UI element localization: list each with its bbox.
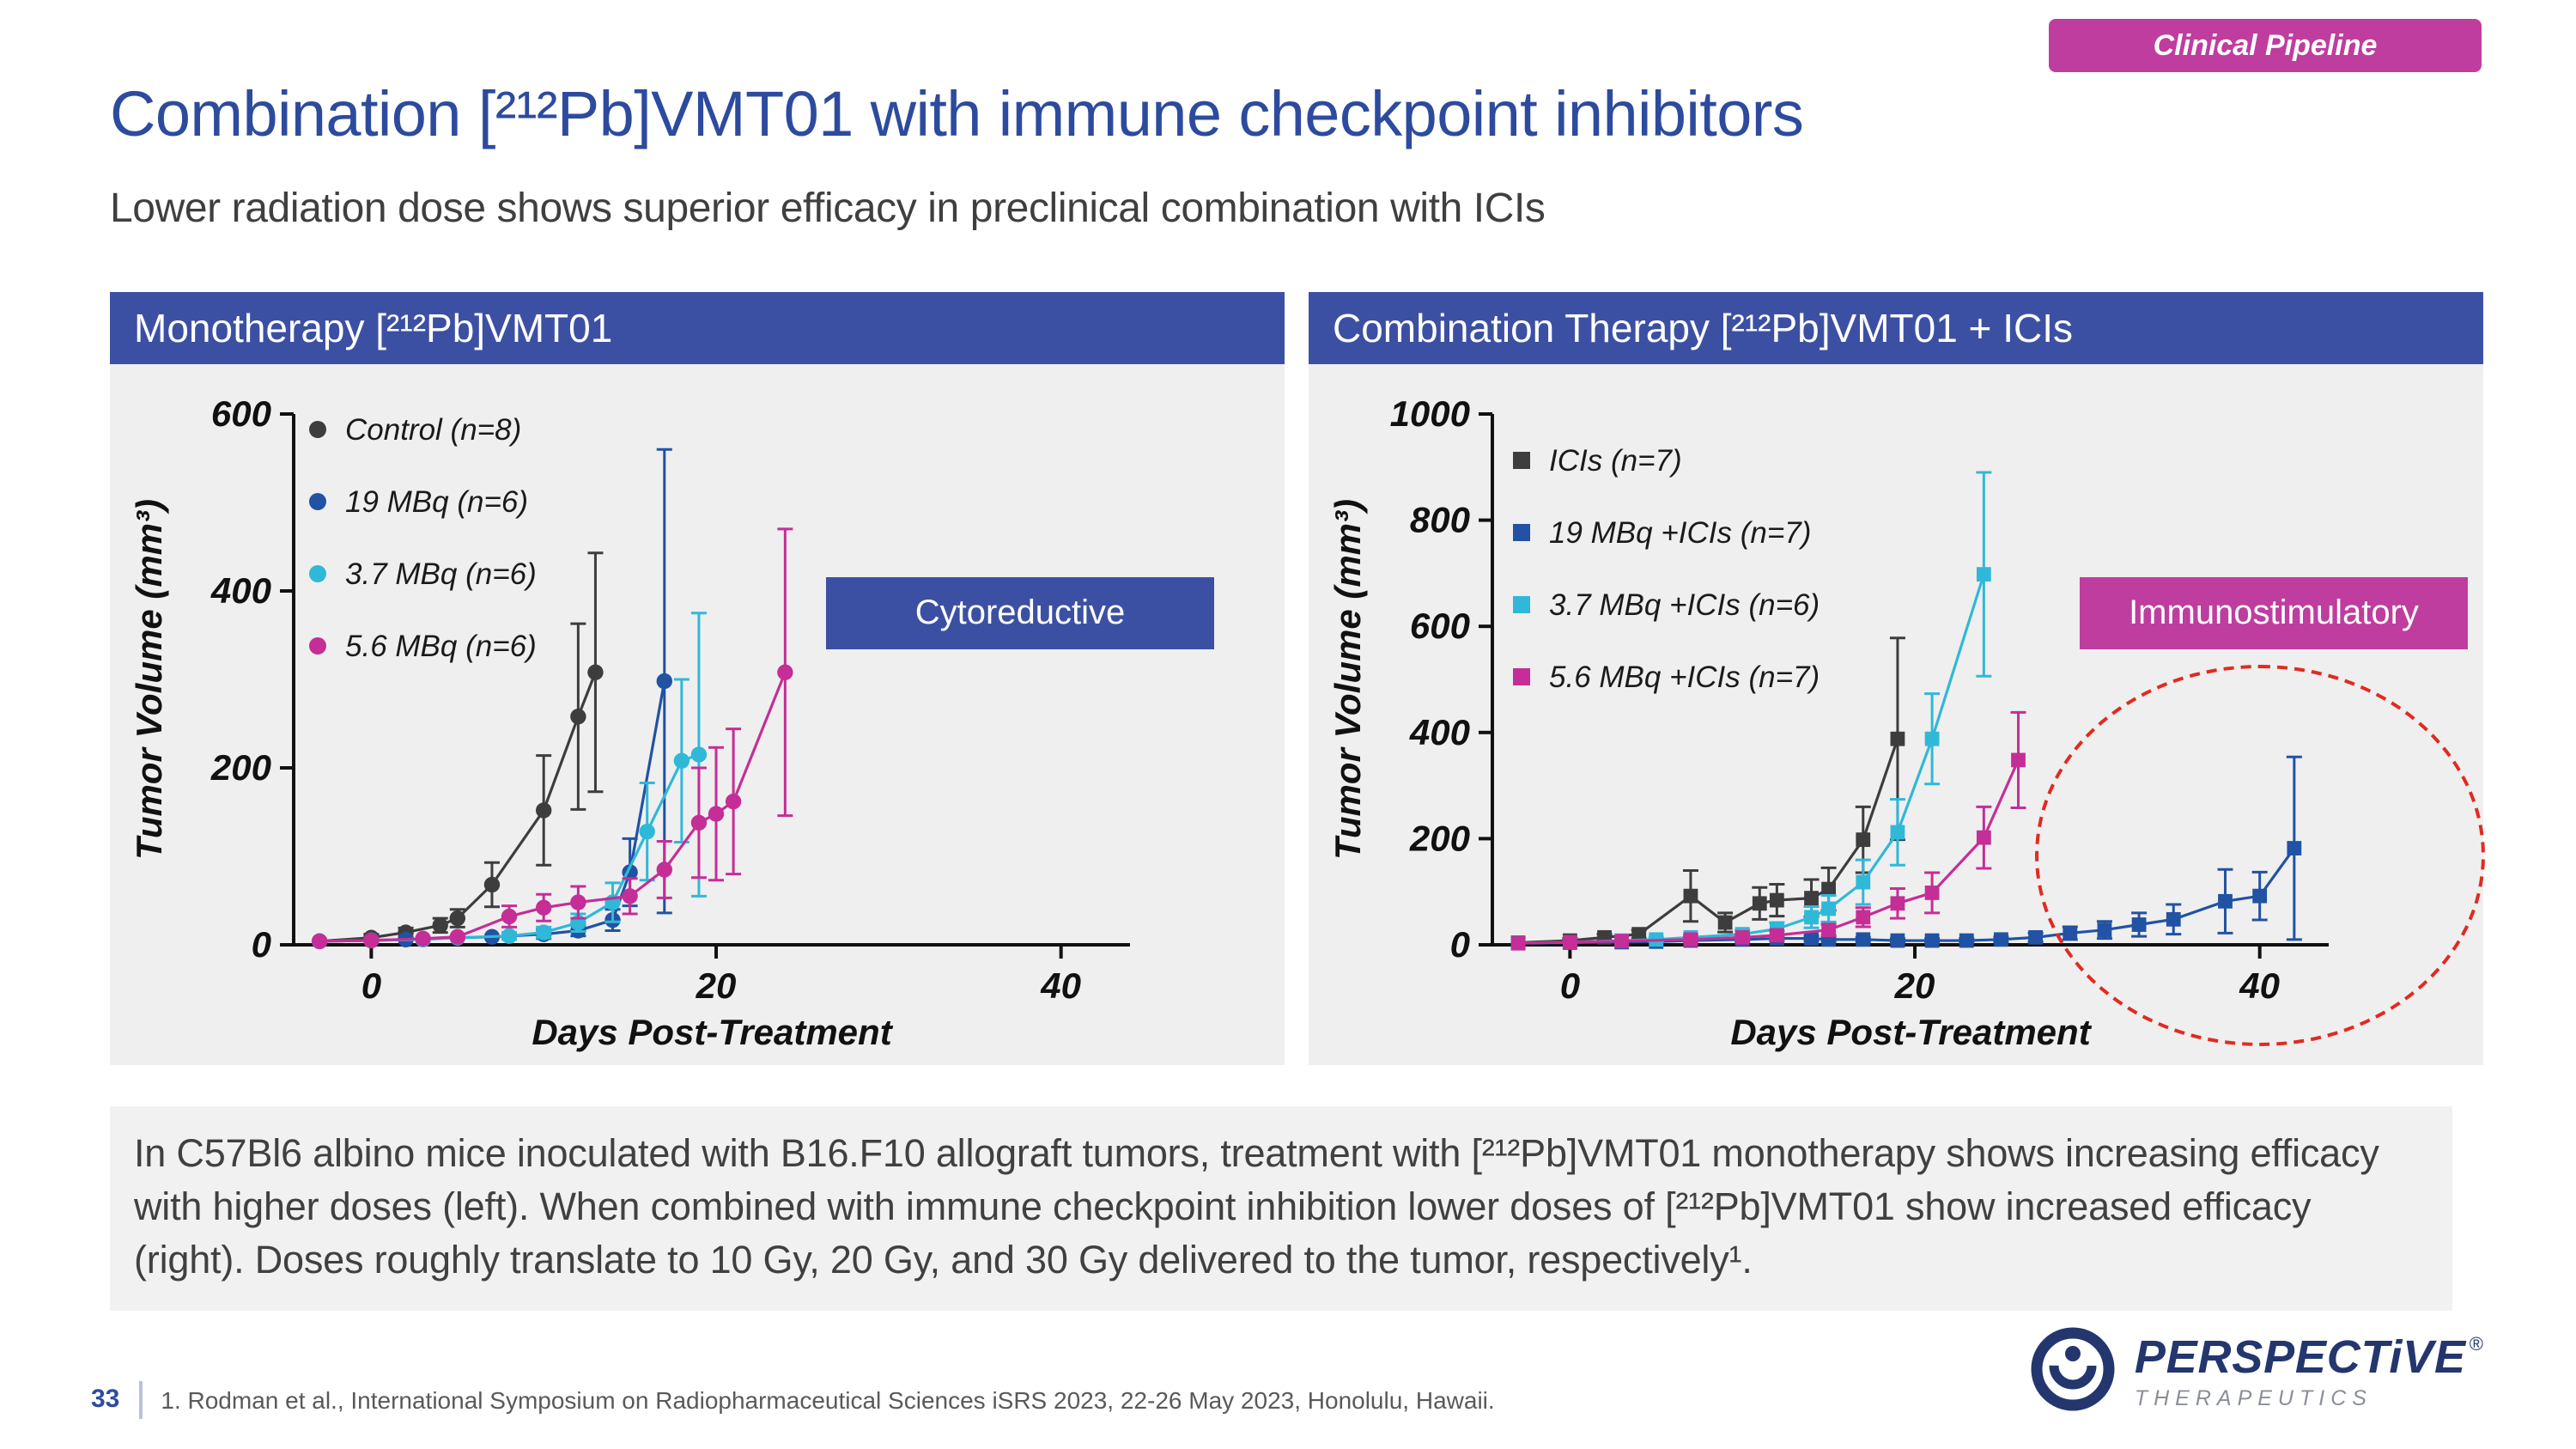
registered-mark: ®	[2469, 1335, 2483, 1356]
svg-text:1000: 1000	[1390, 393, 1470, 434]
svg-text:Days Post-Treatment: Days Post-Treatment	[532, 1012, 893, 1052]
perspective-logo: PERSPECTiVE ® THERAPEUTICS	[2028, 1324, 2483, 1422]
svg-text:Control (n=8): Control (n=8)	[345, 413, 521, 447]
brand-subname: THERAPEUTICS	[2134, 1386, 2372, 1411]
svg-text:20: 20	[696, 965, 737, 1006]
svg-text:0: 0	[252, 924, 271, 965]
panel-monotherapy: Monotherapy [²¹²Pb]VMT01 0 200 400 600 0 20 40…	[110, 292, 1285, 1065]
perspective-logo-icon	[2028, 1324, 2117, 1422]
perspective-wordmark: PERSPECTiVE ® THERAPEUTICS	[2134, 1331, 2483, 1411]
svg-text:19 MBq +ICIs (n=7): 19 MBq +ICIs (n=7)	[1549, 516, 1811, 550]
clinical-pipeline-badge: Clinical Pipeline	[2049, 19, 2482, 72]
svg-text:40: 40	[1040, 965, 1081, 1006]
svg-text:600: 600	[1410, 606, 1470, 646]
svg-text:0: 0	[1450, 924, 1470, 965]
chart-panels: Monotherapy [²¹²Pb]VMT01 0 200 400 600 0 20 40…	[110, 292, 2485, 1065]
svg-text:Tumor Volume (mm³): Tumor Volume (mm³)	[129, 499, 169, 860]
svg-text:0: 0	[1560, 965, 1580, 1006]
brand-name: PERSPECTiVE	[2134, 1331, 2466, 1384]
svg-text:Tumor Volume (mm³): Tumor Volume (mm³)	[1327, 499, 1368, 860]
page-number: 33	[91, 1385, 120, 1414]
svg-text:5.6 MBq (n=6): 5.6 MBq (n=6)	[345, 630, 537, 663]
citation-text: 1. Rodman et al., International Symposiu…	[161, 1385, 1495, 1413]
page-title: Combination [²¹²Pb]VMT01 with immune che…	[110, 79, 1804, 149]
svg-text:19 MBq (n=6): 19 MBq (n=6)	[345, 485, 528, 519]
svg-text:200: 200	[210, 747, 271, 788]
panel-monotherapy-header: Monotherapy [²¹²Pb]VMT01	[110, 292, 1285, 364]
svg-text:3.7 MBq +ICIs (n=6): 3.7 MBq +ICIs (n=6)	[1549, 588, 1820, 622]
monotherapy-chart: 0 200 400 600 0 20 40 Days Post-Treatment Tumor …	[110, 364, 1285, 1065]
combination-chart: 0 200 400 600 800 1000 0 20 40 Days Post-Treatmen…	[1309, 364, 2483, 1065]
footer: 33 1. Rodman et al., International Sympo…	[91, 1380, 1495, 1418]
svg-text:3.7 MBq (n=6): 3.7 MBq (n=6)	[345, 557, 537, 591]
svg-text:600: 600	[211, 393, 271, 434]
summary-text: In C57Bl6 albino mice inoculated with B1…	[110, 1106, 2452, 1312]
svg-text:Days Post-Treatment: Days Post-Treatment	[1730, 1012, 2092, 1052]
immunostimulatory-label: Immunostimulatory	[2080, 577, 2468, 649]
cytoreductive-label: Cytoreductive	[826, 577, 1214, 649]
svg-text:5.6 MBq +ICIs (n=7): 5.6 MBq +ICIs (n=7)	[1549, 661, 1820, 694]
panel-monotherapy-body: 0 200 400 600 0 20 40 Days Post-Treatment Tumor …	[110, 364, 1285, 1065]
svg-text:0: 0	[361, 965, 381, 1006]
svg-text:800: 800	[1410, 500, 1470, 540]
svg-text:200: 200	[1409, 818, 1470, 858]
svg-text:400: 400	[210, 570, 271, 611]
page-subtitle: Lower radiation dose shows superior effi…	[110, 186, 1546, 232]
panel-combination-body: 0 200 400 600 800 1000 0 20 40 Days Post-Treatmen…	[1309, 364, 2485, 1065]
svg-text:40: 40	[2239, 965, 2280, 1006]
svg-text:20: 20	[1894, 965, 1935, 1006]
svg-text:ICIs (n=7): ICIs (n=7)	[1549, 444, 1682, 478]
footer-divider	[138, 1380, 143, 1418]
svg-text:400: 400	[1409, 712, 1470, 752]
panel-combination-header: Combination Therapy [²¹²Pb]VMT01 + ICIs	[1309, 292, 2483, 364]
panel-combination: Combination Therapy [²¹²Pb]VMT01 + ICIs …	[1309, 292, 2485, 1065]
